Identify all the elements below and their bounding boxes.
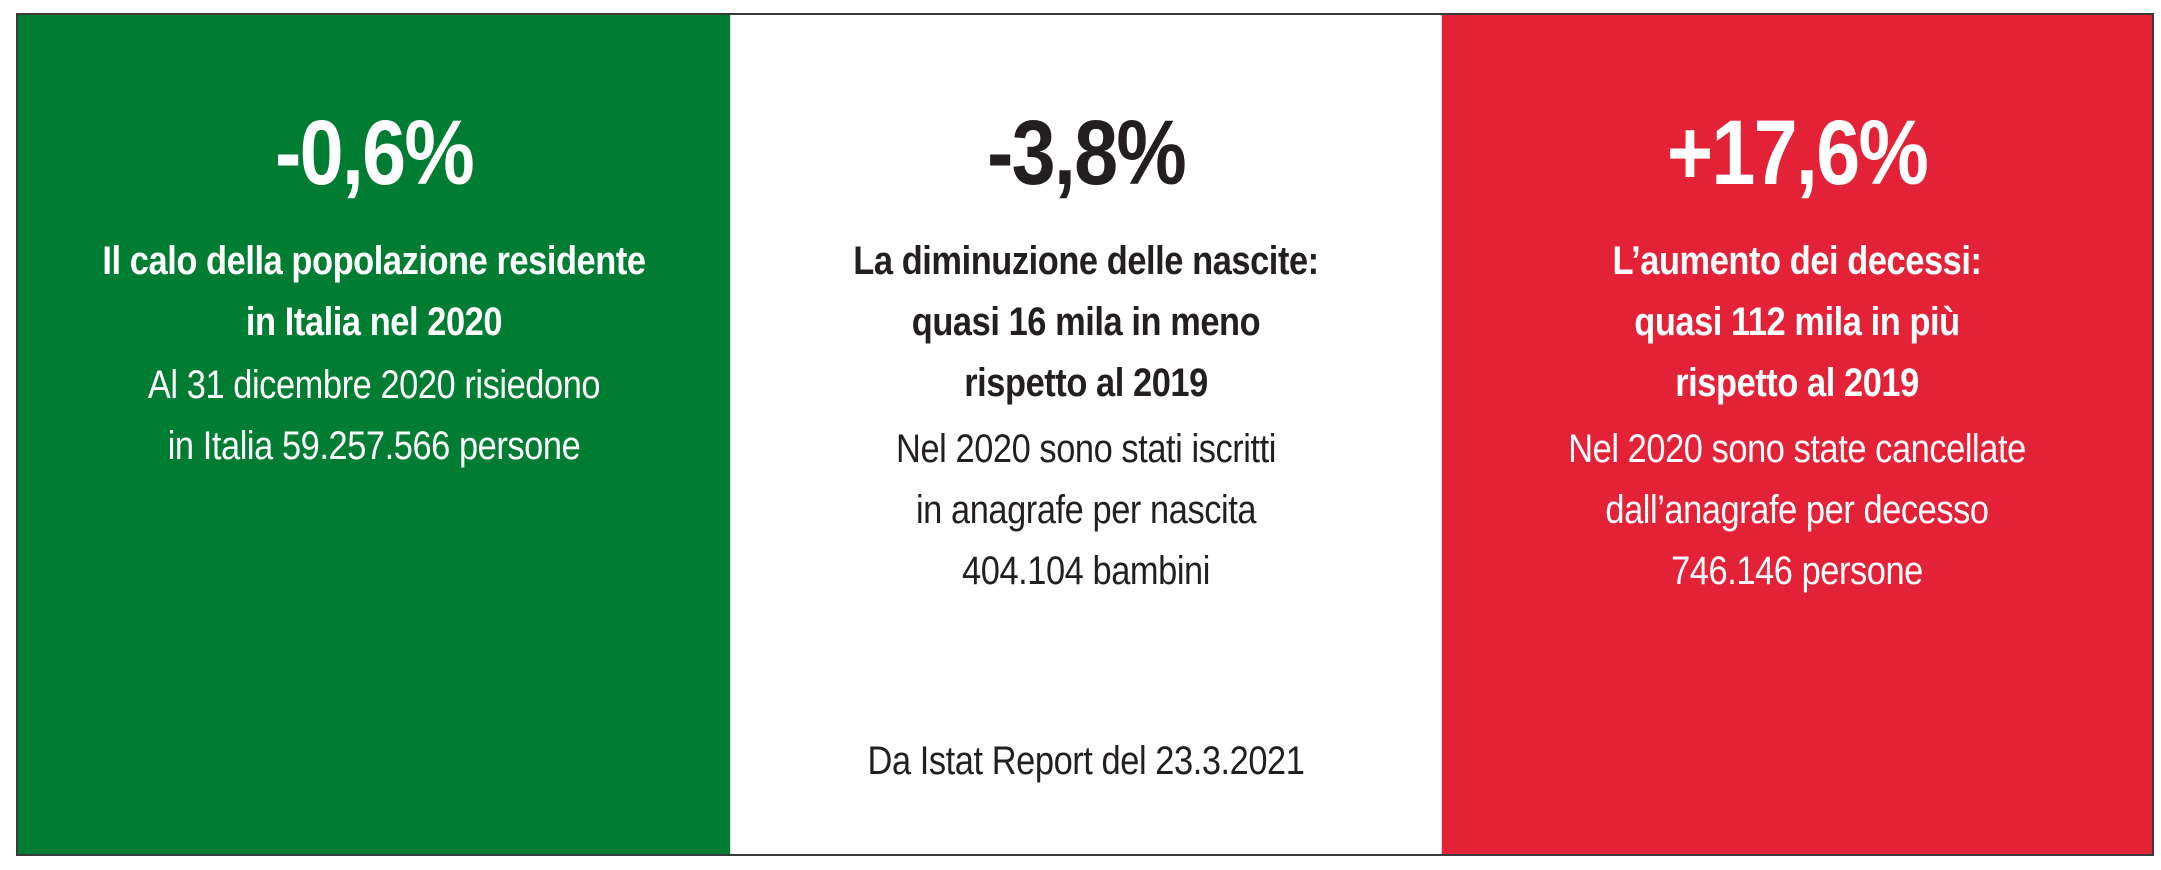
births-headline-line: rispetto al 2019 (964, 361, 1208, 405)
population-detail-line: Al 31 dicembre 2020 risiedono (147, 363, 601, 407)
population-headline-line: Il calo della popolazione residente (102, 239, 646, 283)
births-percent: -3,8% (986, 102, 1187, 204)
deaths-detail-line: dall’anagrafe per decesso (1605, 488, 1989, 532)
births-detail-line: Nel 2020 sono stati iscritti (896, 427, 1276, 471)
births-panel: -3,8% La diminuzione delle nascite: quas… (730, 15, 1442, 854)
births-detail-line: in anagrafe per nascita (915, 488, 1257, 532)
population-percent: -0,6% (274, 102, 475, 204)
deaths-detail: Nel 2020 sono state cancellate dall’anag… (1509, 419, 2085, 602)
deaths-detail-line: Nel 2020 sono state cancellate (1568, 427, 2026, 471)
births-headline: La diminuzione delle nascite: quasi 16 m… (798, 231, 1374, 414)
deaths-headline-line: rispetto al 2019 (1675, 361, 1919, 405)
source-note: Da Istat Report del 23.3.2021 (867, 739, 1305, 783)
births-detail: Nel 2020 sono stati iscritti in anagrafe… (798, 419, 1374, 602)
population-detail: Al 31 dicembre 2020 risiedono in Italia … (85, 355, 663, 477)
population-panel: -0,6% Il calo della popolazione resident… (18, 15, 730, 854)
deaths-percent: +17,6% (1666, 102, 1929, 204)
population-headline: Il calo della popolazione residente in I… (85, 231, 663, 353)
deaths-panel: +17,6% L’aumento dei decessi: quasi 112 … (1442, 15, 2152, 854)
population-detail-line: in Italia 59.257.566 persone (167, 424, 581, 468)
deaths-headline-line: quasi 112 mila in più (1634, 300, 1960, 344)
deaths-headline-line: L’aumento dei decessi: (1612, 239, 1982, 283)
infographic-frame: -0,6% Il calo della popolazione resident… (16, 13, 2154, 856)
population-headline-line: in Italia nel 2020 (245, 300, 503, 344)
deaths-detail-line: 746.146 persone (1671, 549, 1923, 593)
deaths-headline: L’aumento dei decessi: quasi 112 mila in… (1509, 231, 2085, 414)
births-headline-line: La diminuzione delle nascite: (853, 239, 1319, 283)
births-headline-line: quasi 16 mila in meno (911, 300, 1261, 344)
births-detail-line: 404.104 bambini (962, 549, 1210, 593)
